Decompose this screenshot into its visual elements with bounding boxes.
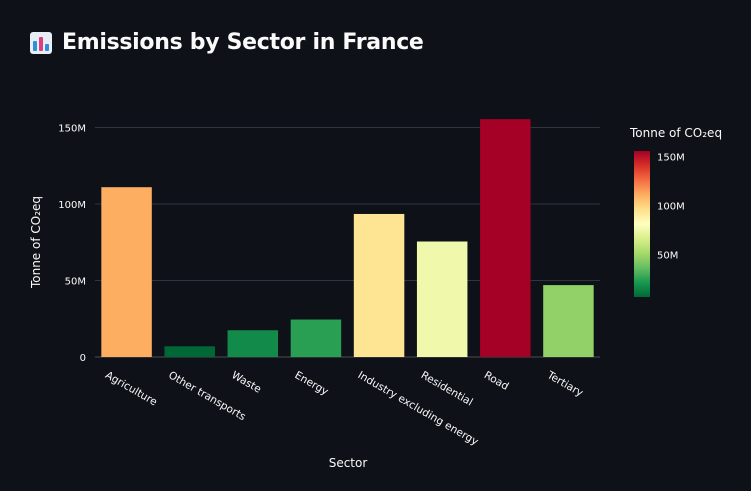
colorbar: Tonne of CO₂eq 50M 100M 150M	[629, 126, 722, 297]
bar-chart-emoji-icon	[30, 31, 52, 54]
y-axis-title: Tonne of CO₂eq	[29, 196, 43, 289]
bars	[101, 119, 594, 357]
bar-agriculture[interactable]	[101, 187, 152, 357]
x-tick-label: Industry excluding energy	[356, 369, 481, 448]
x-tick-label: Agriculture	[103, 369, 159, 408]
bar-waste[interactable]	[227, 330, 279, 357]
colorbar-tick-label: 50M	[657, 251, 678, 262]
colorbar-ticks: 50M 100M 150M	[657, 152, 685, 261]
bar-road[interactable]	[480, 119, 531, 357]
y-axis-ticks: 0 50M 100M 150M	[58, 124, 86, 364]
page-title: Emissions by Sector in France	[62, 30, 424, 55]
y-tick-label: 50M	[65, 277, 86, 288]
bar-energy[interactable]	[290, 319, 342, 357]
x-axis-title: Sector	[329, 456, 368, 470]
y-tick-label: 150M	[58, 124, 86, 135]
x-tick-label: Residential	[419, 369, 475, 408]
x-tick-label: Energy	[292, 369, 330, 398]
colorbar-gradient	[634, 151, 650, 297]
y-tick-label: 0	[80, 353, 86, 364]
bar-industry-excluding-energy[interactable]	[353, 213, 405, 357]
x-tick-label: Road	[482, 369, 511, 393]
colorbar-tick-label: 100M	[657, 202, 685, 213]
bar-other-transports[interactable]	[164, 346, 215, 357]
x-tick-label: Tertiary	[544, 369, 585, 400]
page-header: Emissions by Sector in France	[30, 30, 424, 55]
colorbar-tick-label: 150M	[657, 152, 685, 163]
bar-tertiary[interactable]	[543, 285, 594, 357]
y-tick-label: 100M	[58, 200, 86, 211]
colorbar-title: Tonne of CO₂eq	[629, 126, 722, 140]
bar-residential[interactable]	[416, 241, 468, 357]
x-tick-label: Waste	[229, 369, 263, 395]
